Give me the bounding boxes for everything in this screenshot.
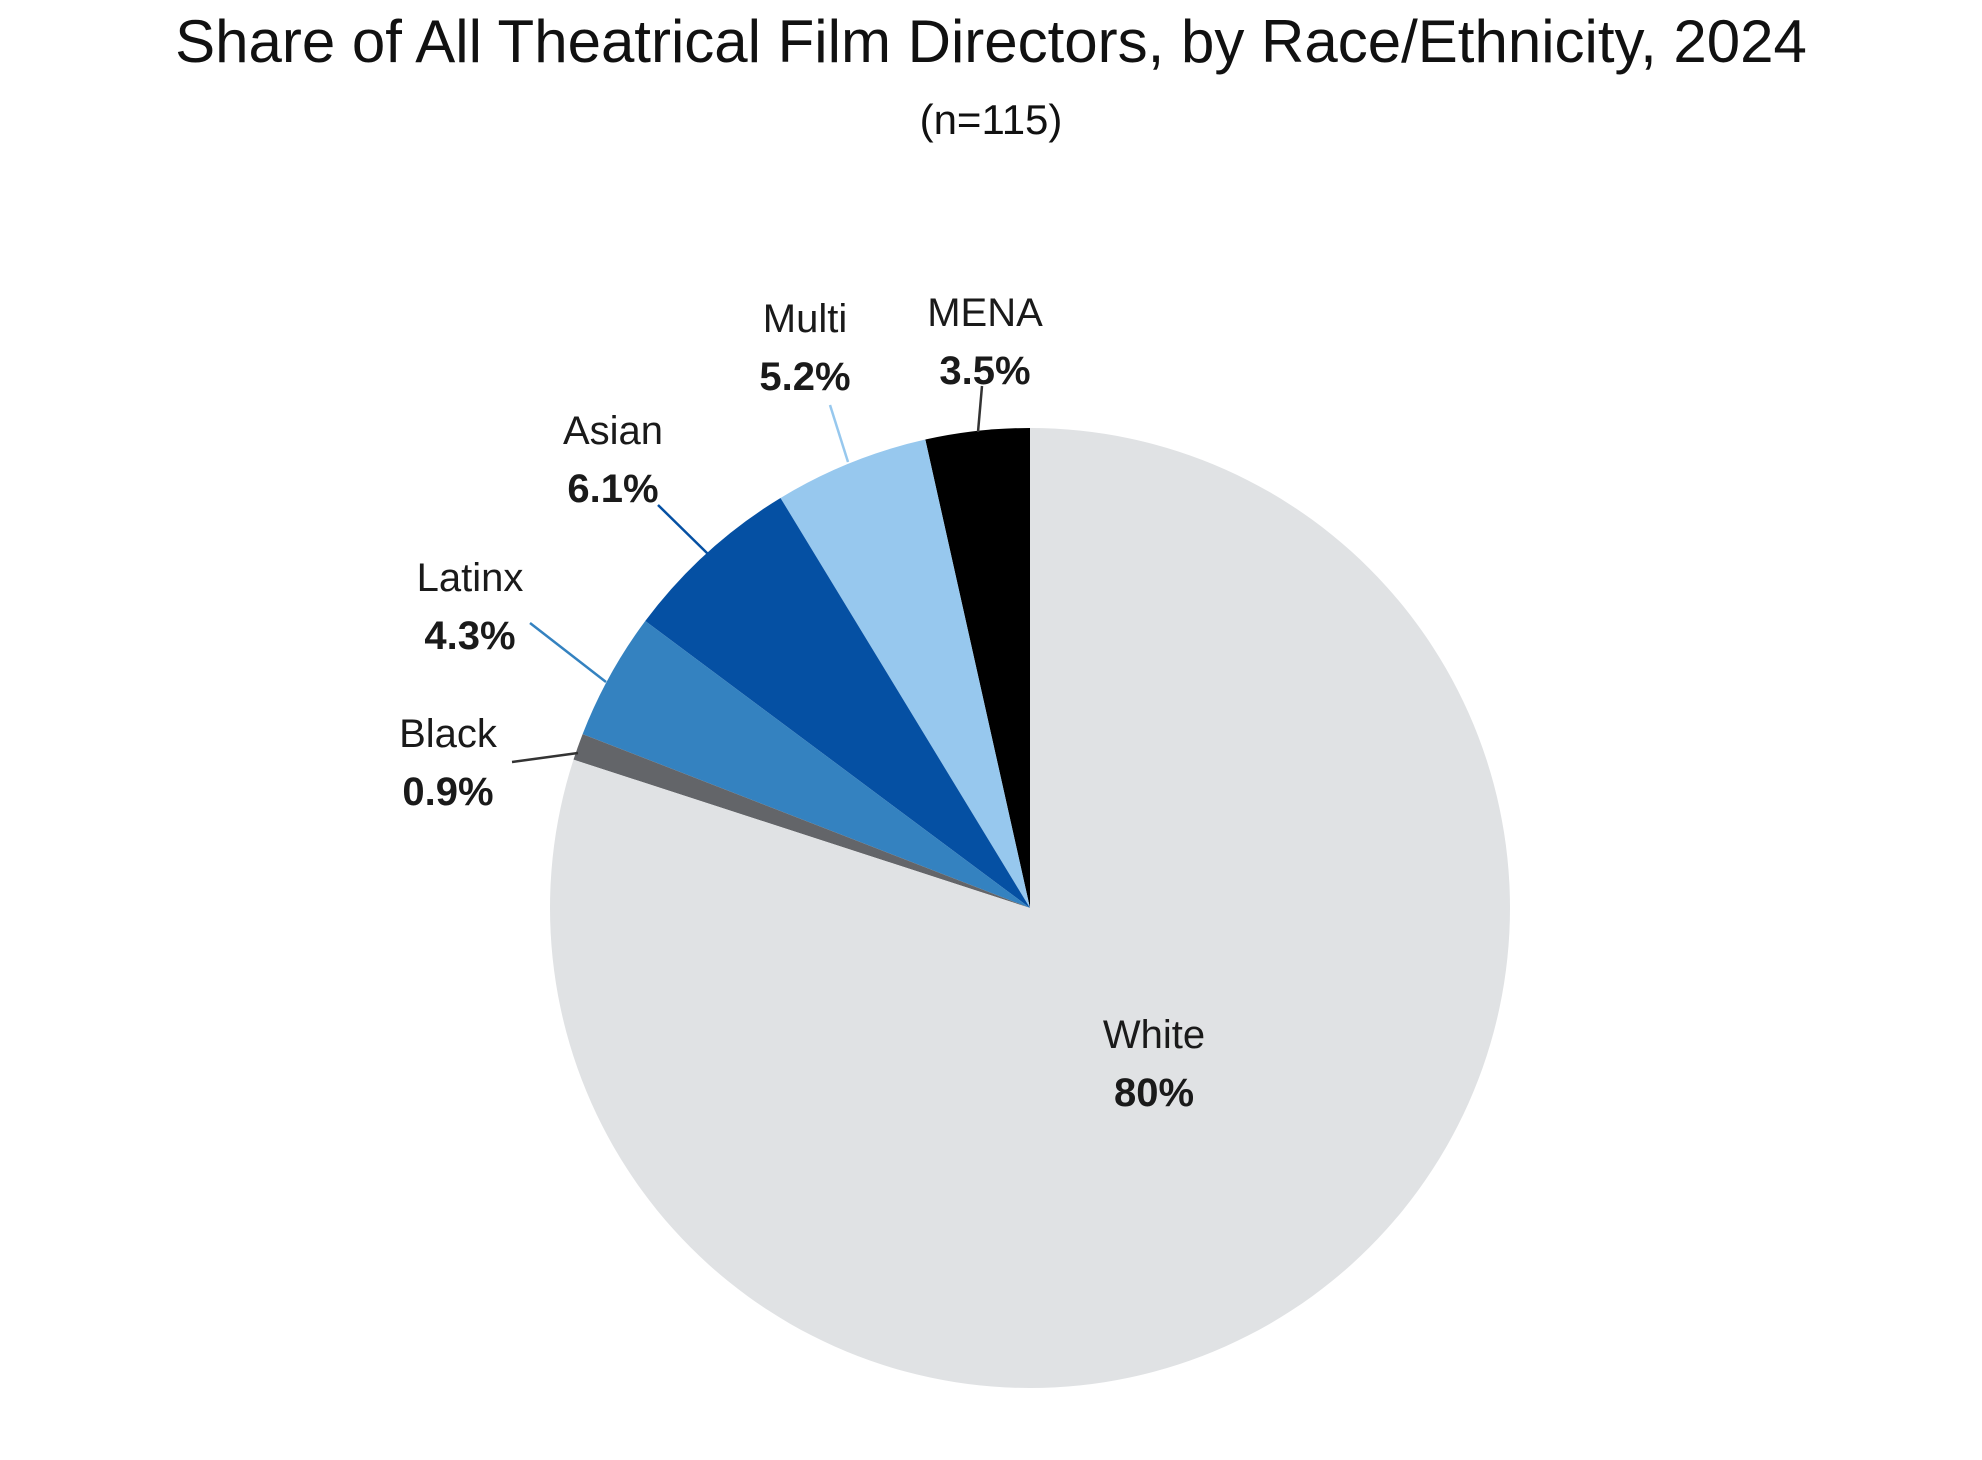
slice-label-black: Black [399,712,498,756]
slice-labels: MENA 3.5% Multi 5.2% Asian 6.1% Latinx 4.3% Blac… [399,291,1205,1115]
slice-label-asian: Asian [563,409,663,453]
slice-label-mena: MENA [927,291,1043,335]
pie-slice-latinx [582,621,1030,908]
pie-slice-white [550,428,1511,1388]
slice-label-white: White [1103,1013,1205,1057]
slice-label-latinx: Latinx [417,556,524,600]
chart-subtitle: (n=115) [920,96,1063,143]
slice-value-multi: 5.2% [759,355,850,399]
pie-slices [550,428,1511,1388]
pie-slice-black [573,734,1030,908]
chart-title: Share of All Theatrical Film Directors, … [175,8,1807,75]
leader-line-asian [657,504,709,555]
slice-label-multi: Multi [763,297,847,341]
leader-line-mena [976,385,984,433]
slice-value-latinx: 4.3% [424,614,515,658]
slice-value-asian: 6.1% [567,467,658,511]
slice-value-black: 0.9% [402,770,493,814]
pie-slice-mena [925,428,1030,908]
slice-value-mena: 3.5% [939,349,1030,393]
leader-lines [511,385,984,764]
leader-line-multi [828,404,850,463]
pie-slice-asian [645,497,1030,908]
leader-line-black [511,751,579,764]
leader-line-latinx [529,622,607,683]
slice-value-white: 80% [1114,1071,1194,1115]
pie-slice-multi [780,439,1030,908]
